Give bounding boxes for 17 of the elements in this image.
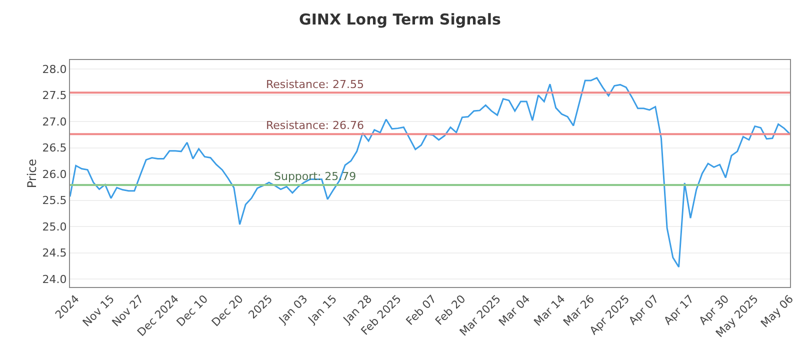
ref-line-label: Resistance: 26.76 [266, 119, 364, 132]
y-axis-title: Price [25, 158, 39, 188]
y-tick-label: 25.5 [42, 194, 67, 208]
ref-line-label: Resistance: 27.55 [266, 78, 364, 91]
x-tick-label: Jan 15 [305, 292, 340, 327]
chart-title: GINX Long Term Signals [299, 10, 502, 28]
line-series [70, 77, 790, 268]
y-tick-label: 26.0 [42, 168, 67, 181]
x-tick-label: Apr 17 [661, 292, 696, 328]
y-tick-label: 27.0 [42, 115, 67, 128]
y-tick-label: 25.0 [42, 220, 67, 234]
y-tick-label: 26.5 [42, 142, 67, 155]
y-tick-label: 27.5 [42, 89, 67, 102]
y-tick-label: 24.5 [42, 246, 67, 260]
y-tick-label: 24.0 [42, 272, 67, 286]
y-tick-label: 28.0 [42, 62, 67, 76]
x-tick-label: Dec 20 [209, 292, 246, 330]
